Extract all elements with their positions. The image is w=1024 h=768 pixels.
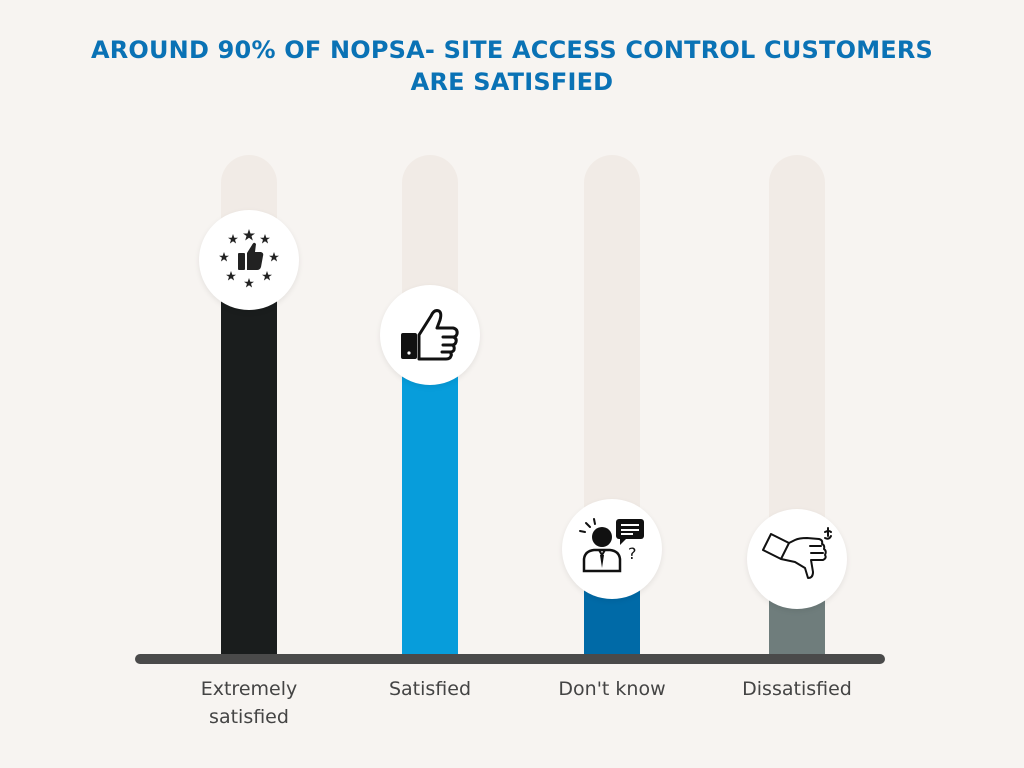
category-label-line: Extremely xyxy=(200,678,298,700)
svg-text:?: ? xyxy=(628,544,637,563)
icon-badge-dissatisfied xyxy=(747,509,847,609)
category-label-line: Don't know xyxy=(558,678,666,700)
category-label-dissatisfied: Dissatisfied xyxy=(707,675,887,703)
icon-badge-satisfied xyxy=(380,285,480,385)
chart-title-line-2: ARE SATISFIED xyxy=(410,68,614,96)
category-label-satisfied: Satisfied xyxy=(340,675,520,703)
category-label-extremely-satisfied: Extremely satisfied xyxy=(159,675,339,731)
chart-title-line-1: AROUND 90% OF NOPSA- SITE ACCESS CONTROL… xyxy=(90,36,934,64)
category-label-dont-know: Don't know xyxy=(522,675,702,703)
thumbs-up-stars-icon xyxy=(219,229,279,288)
thumbs-down-icon xyxy=(762,527,832,579)
bar-satisfied xyxy=(402,335,458,654)
icon-badge-dont-know: ? xyxy=(562,499,662,599)
category-label-line: Satisfied xyxy=(388,678,472,700)
thumbs-up-icon xyxy=(401,309,459,361)
chart-title: AROUND 90% OF NOPSA- SITE ACCESS CONTROL… xyxy=(0,34,1024,98)
icon-badge-extremely-satisfied xyxy=(199,210,299,310)
chart-baseline xyxy=(135,654,885,664)
category-label-line: satisfied xyxy=(209,706,289,728)
category-label-line: Dissatisfied xyxy=(742,678,852,700)
bar-extremely-satisfied xyxy=(221,260,277,654)
question-person-icon: ? xyxy=(579,518,644,573)
